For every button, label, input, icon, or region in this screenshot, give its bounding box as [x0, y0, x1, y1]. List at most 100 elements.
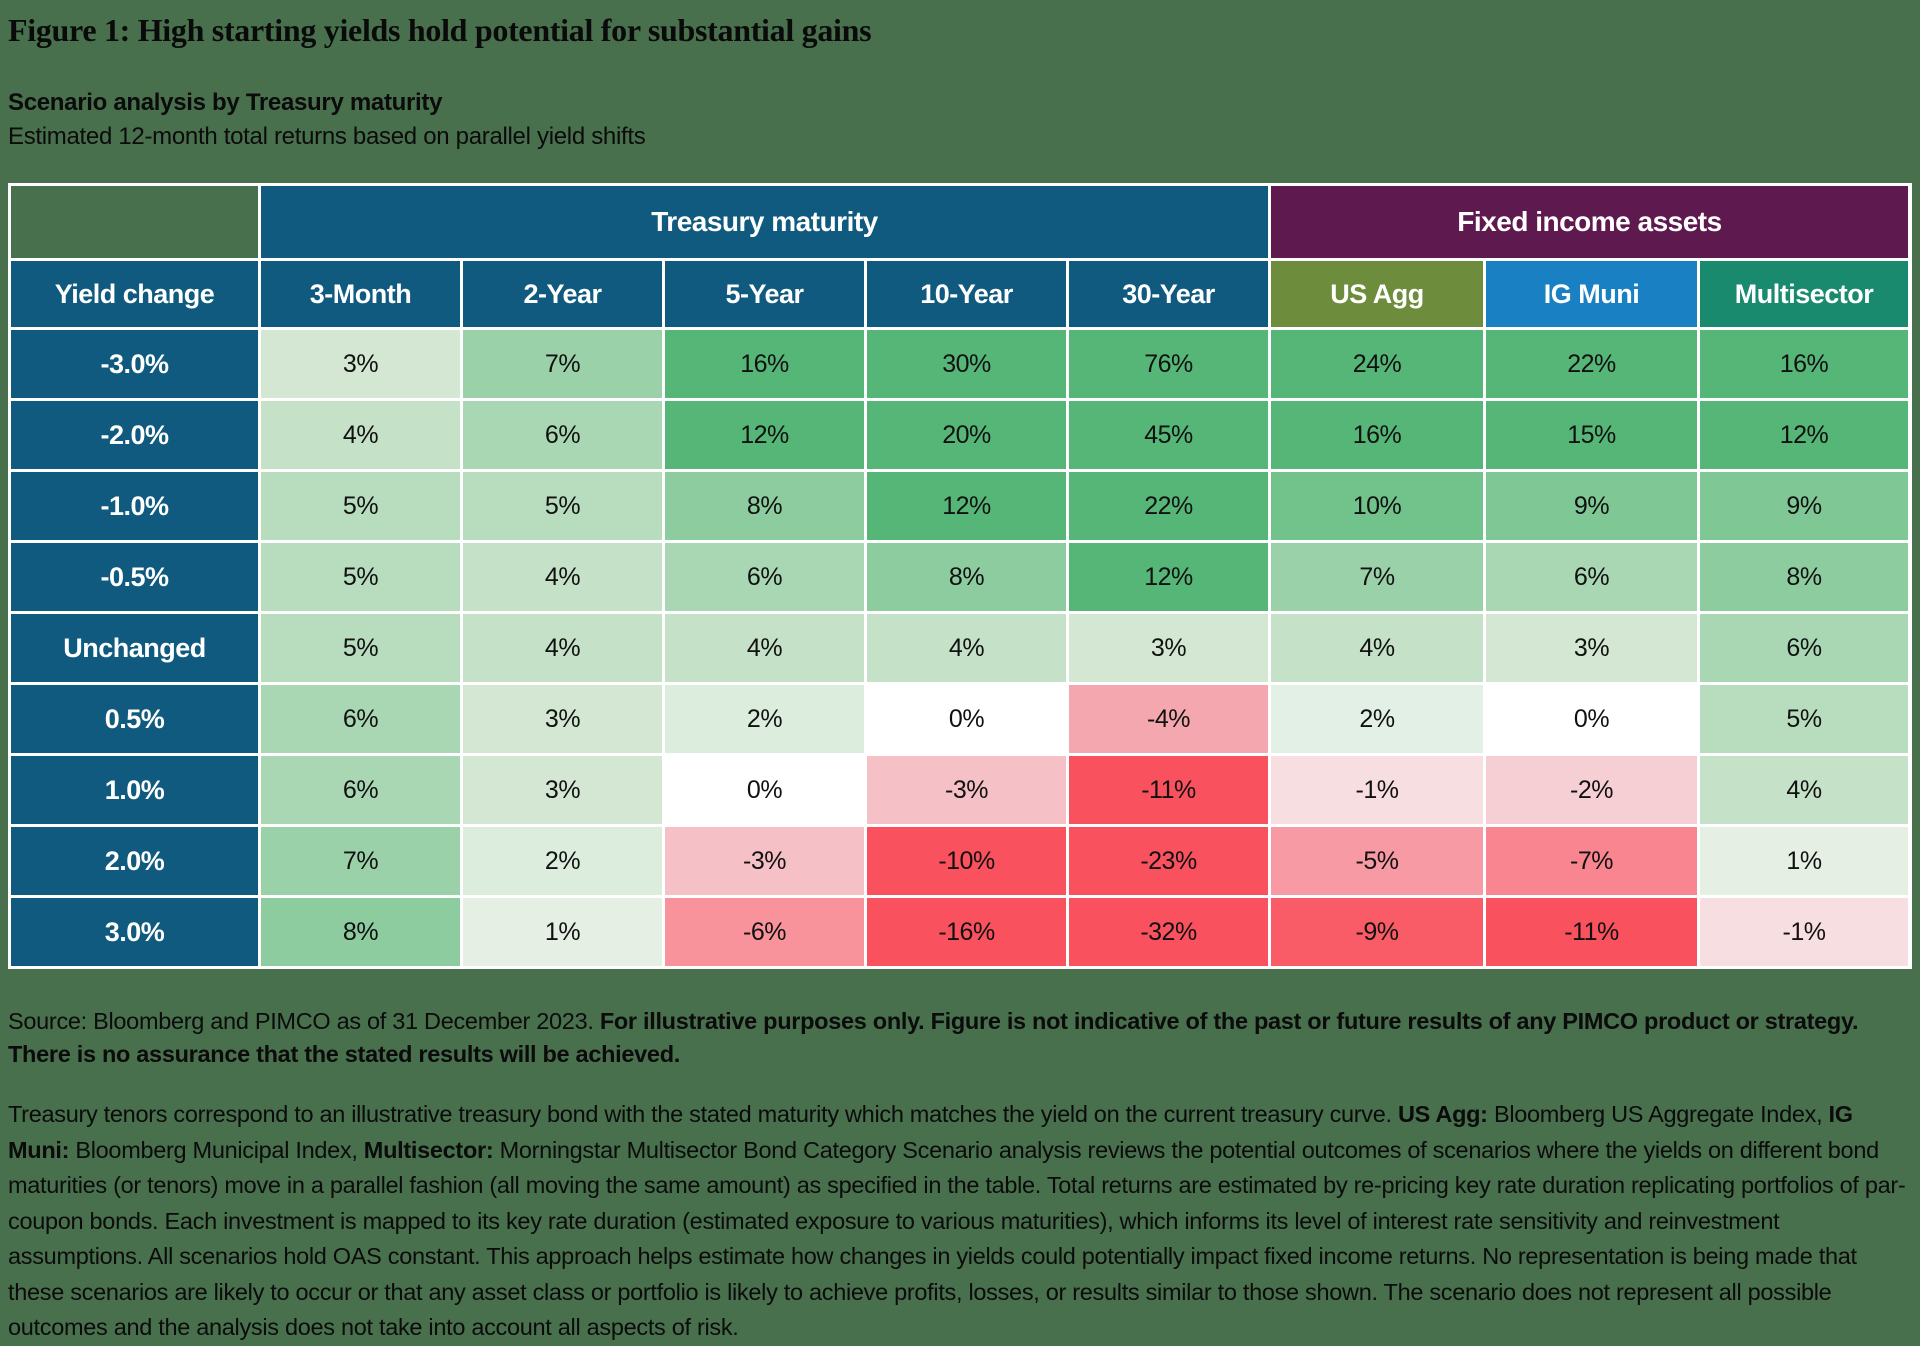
value-cell-r4-c7: 6% — [1700, 614, 1908, 682]
value-cell-r4-c0: 5% — [261, 614, 460, 682]
plain-text: Source: Bloomberg and PIMCO as of 31 Dec… — [8, 1008, 600, 1034]
group-header-1: Fixed income assets — [1271, 186, 1908, 258]
value-cell-r8-c5: -9% — [1271, 898, 1483, 966]
value-cell-r8-c2: -6% — [665, 898, 864, 966]
value-cell-r6-c7: 4% — [1700, 756, 1908, 824]
row-header-7: 2.0% — [11, 827, 258, 895]
row-header-0: -3.0% — [11, 330, 258, 398]
value-cell-r5-c5: 2% — [1271, 685, 1483, 753]
value-cell-r2-c6: 9% — [1486, 472, 1697, 540]
group-header-0: Treasury maturity — [261, 186, 1268, 258]
value-cell-r5-c0: 6% — [261, 685, 460, 753]
value-cell-r1-c7: 12% — [1700, 401, 1908, 469]
value-cell-r0-c6: 22% — [1486, 330, 1697, 398]
column-header-1: 3-Month — [261, 261, 460, 327]
scenario-heatmap-table: Treasury maturity Fixed income assets Yiel… — [8, 183, 1912, 969]
value-cell-r7-c1: 2% — [463, 827, 662, 895]
value-cell-r0-c0: 3% — [261, 330, 460, 398]
value-cell-r2-c0: 5% — [261, 472, 460, 540]
value-cell-r2-c5: 10% — [1271, 472, 1483, 540]
value-cell-r8-c0: 8% — [261, 898, 460, 966]
value-cell-r6-c0: 6% — [261, 756, 460, 824]
value-cell-r8-c7: -1% — [1700, 898, 1908, 966]
value-cell-r3-c3: 8% — [867, 543, 1066, 611]
value-cell-r2-c2: 8% — [665, 472, 864, 540]
value-cell-r5-c4: -4% — [1069, 685, 1268, 753]
value-cell-r5-c2: 2% — [665, 685, 864, 753]
value-cell-r1-c5: 16% — [1271, 401, 1483, 469]
footnote-text: Treasury tenors correspond to an illustr… — [8, 1097, 1912, 1346]
value-cell-r4-c1: 4% — [463, 614, 662, 682]
value-cell-r3-c0: 5% — [261, 543, 460, 611]
value-cell-r5-c3: 0% — [867, 685, 1066, 753]
value-cell-r0-c3: 30% — [867, 330, 1066, 398]
value-cell-r1-c1: 6% — [463, 401, 662, 469]
value-cell-r3-c4: 12% — [1069, 543, 1268, 611]
value-cell-r7-c3: -10% — [867, 827, 1066, 895]
value-cell-r0-c7: 16% — [1700, 330, 1908, 398]
emphasis-text: IG Muni: — [8, 1101, 1853, 1163]
column-header-8: Multisector — [1700, 261, 1908, 327]
value-cell-r0-c1: 7% — [463, 330, 662, 398]
value-cell-r7-c5: -5% — [1271, 827, 1483, 895]
value-cell-r1-c6: 15% — [1486, 401, 1697, 469]
value-cell-r1-c4: 45% — [1069, 401, 1268, 469]
value-cell-r1-c3: 20% — [867, 401, 1066, 469]
value-cell-r2-c1: 5% — [463, 472, 662, 540]
emphasis-text: US Agg: — [1398, 1101, 1488, 1127]
value-cell-r3-c7: 8% — [1700, 543, 1908, 611]
plain-text: Bloomberg Municipal Index, — [69, 1136, 364, 1163]
table-corner-cell — [11, 186, 258, 258]
value-cell-r3-c5: 7% — [1271, 543, 1483, 611]
value-cell-r0-c5: 24% — [1271, 330, 1483, 398]
row-header-5: 0.5% — [11, 685, 258, 753]
plain-text: Morningstar Multisector Bond Category Sc… — [8, 1136, 1906, 1341]
value-cell-r2-c3: 12% — [867, 472, 1066, 540]
value-cell-r8-c4: -32% — [1069, 898, 1268, 966]
value-cell-r5-c6: 0% — [1486, 685, 1697, 753]
value-cell-r2-c7: 9% — [1700, 472, 1908, 540]
value-cell-r7-c0: 7% — [261, 827, 460, 895]
value-cell-r4-c3: 4% — [867, 614, 1066, 682]
row-header-3: -0.5% — [11, 543, 258, 611]
value-cell-r1-c2: 12% — [665, 401, 864, 469]
value-cell-r4-c2: 4% — [665, 614, 864, 682]
value-cell-r4-c5: 4% — [1271, 614, 1483, 682]
value-cell-r6-c1: 3% — [463, 756, 662, 824]
value-cell-r2-c4: 22% — [1069, 472, 1268, 540]
figure-subtitle: Estimated 12-month total returns based o… — [8, 123, 646, 150]
value-cell-r6-c5: -1% — [1271, 756, 1483, 824]
value-cell-r8-c3: -16% — [867, 898, 1066, 966]
value-cell-r7-c4: -23% — [1069, 827, 1268, 895]
column-header-0: Yield change — [11, 261, 258, 327]
value-cell-r7-c7: 1% — [1700, 827, 1908, 895]
value-cell-r6-c6: -2% — [1486, 756, 1697, 824]
value-cell-r6-c4: -11% — [1069, 756, 1268, 824]
column-header-3: 5-Year — [665, 261, 864, 327]
emphasis-text: For illustrative purposes only. Figure i… — [8, 1008, 1859, 1067]
column-header-6: US Agg — [1271, 261, 1483, 327]
value-cell-r0-c4: 76% — [1069, 330, 1268, 398]
value-cell-r5-c1: 3% — [463, 685, 662, 753]
value-cell-r6-c2: 0% — [665, 756, 864, 824]
column-header-5: 30-Year — [1069, 261, 1268, 327]
value-cell-r8-c1: 1% — [463, 898, 662, 966]
value-cell-r0-c2: 16% — [665, 330, 864, 398]
value-cell-r7-c2: -3% — [665, 827, 864, 895]
column-header-7: IG Muni — [1486, 261, 1697, 327]
value-cell-r4-c6: 3% — [1486, 614, 1697, 682]
row-header-8: 3.0% — [11, 898, 258, 966]
value-cell-r1-c0: 4% — [261, 401, 460, 469]
figure-subtitle-bold: Scenario analysis by Treasury maturity — [8, 89, 443, 116]
figure-title: Figure 1: High starting yields hold pote… — [8, 12, 872, 48]
column-header-4: 10-Year — [867, 261, 1066, 327]
value-cell-r3-c2: 6% — [665, 543, 864, 611]
row-header-6: 1.0% — [11, 756, 258, 824]
value-cell-r8-c6: -11% — [1486, 898, 1697, 966]
value-cell-r3-c6: 6% — [1486, 543, 1697, 611]
plain-text: Treasury tenors correspond to an illustr… — [8, 1101, 1398, 1127]
value-cell-r3-c1: 4% — [463, 543, 662, 611]
plain-text: Bloomberg US Aggregate Index, — [1487, 1101, 1829, 1127]
value-cell-r7-c6: -7% — [1486, 827, 1697, 895]
